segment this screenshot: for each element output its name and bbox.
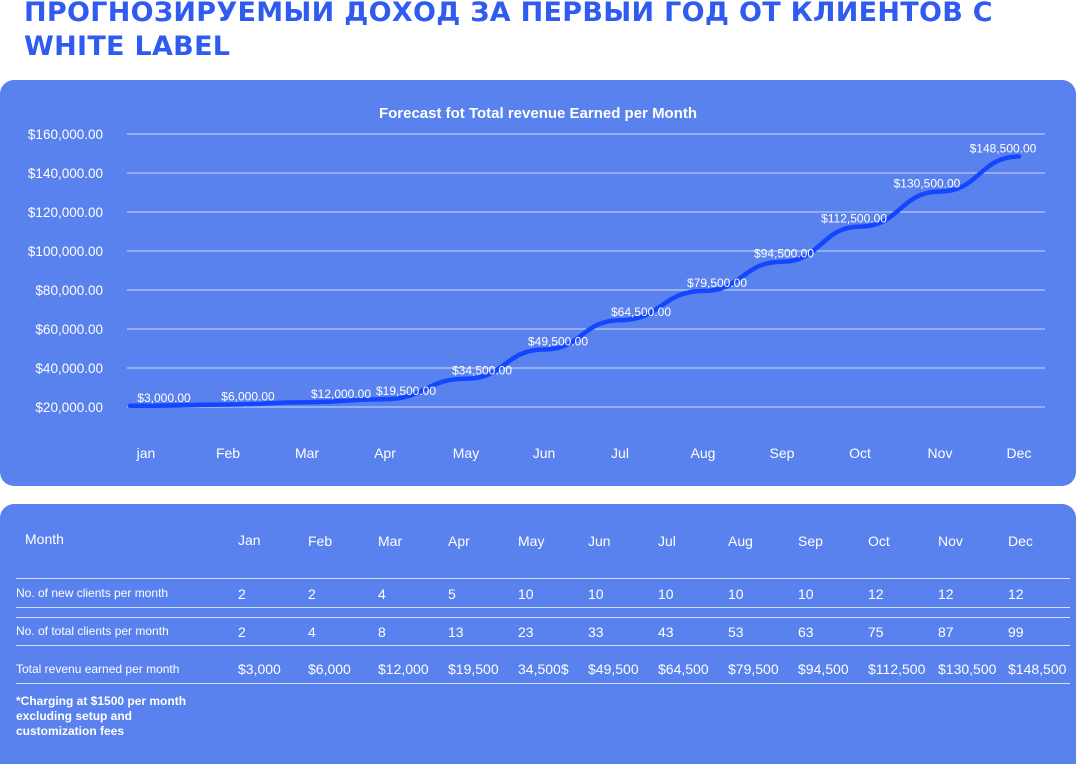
table-cell: 5 xyxy=(448,586,456,602)
x-tick-label: Feb xyxy=(216,445,240,461)
table-cell: 2 xyxy=(308,586,316,602)
month-header: Sep xyxy=(798,533,823,549)
table-cell: 33 xyxy=(588,624,604,640)
table-cell: 34,500$ xyxy=(518,661,569,677)
x-tick-label: Dec xyxy=(1007,445,1032,461)
x-tick-label: Sep xyxy=(770,445,795,461)
y-tick-label: $160,000.00 xyxy=(28,127,103,142)
table-cell: 12 xyxy=(1008,586,1024,602)
month-header: Apr xyxy=(448,533,470,549)
table-cell: 99 xyxy=(1008,624,1024,640)
table-cell: 87 xyxy=(938,624,954,640)
data-label: $94,500.00 xyxy=(754,247,814,261)
table-cell: $112,500 xyxy=(868,661,926,677)
y-tick-label: $140,000.00 xyxy=(28,166,103,181)
month-header: Jan xyxy=(238,532,261,548)
row-label: No. of new clients per month xyxy=(16,586,169,600)
month-header: Mar xyxy=(378,533,403,549)
table-rule xyxy=(16,607,1070,608)
table-cell: 10 xyxy=(658,586,674,602)
table-rule xyxy=(16,578,1070,579)
row-label: Total revenu earned per month xyxy=(16,662,180,676)
footnote: *Charging at $1500 per month excluding s… xyxy=(16,694,187,738)
revenue-line-chart: Forecast fot Total revenue Earned per Mo… xyxy=(28,105,1045,461)
x-tick-label: Jul xyxy=(611,445,629,461)
table-cell: $19,500 xyxy=(448,661,499,677)
table-cell: 10 xyxy=(588,586,604,602)
month-header: Jun xyxy=(588,533,611,549)
clients-revenue-table: *Charging at $1500 per month excluding s… xyxy=(0,504,1076,764)
table-cell: $3,000 xyxy=(238,661,281,677)
table-cell: 12 xyxy=(868,586,884,602)
table-cell: $49,500 xyxy=(588,661,639,677)
x-tick-label: Mar xyxy=(295,445,319,461)
table-cell: 4 xyxy=(378,586,386,602)
table-cell: $148,500 xyxy=(1008,661,1067,677)
table-cell: $12,000 xyxy=(378,661,429,677)
month-header: Dec xyxy=(1008,533,1033,549)
table-cell: 43 xyxy=(658,624,674,640)
table-rule xyxy=(16,645,1070,646)
table-cell: 8 xyxy=(378,624,386,640)
y-tick-label: $100,000.00 xyxy=(28,244,103,259)
x-tick-label: Nov xyxy=(928,445,953,461)
table-cell: 4 xyxy=(308,624,316,640)
data-label: $12,000.00 xyxy=(311,387,371,401)
chart-title: Forecast fot Total revenue Earned per Mo… xyxy=(379,105,697,122)
data-label: $19,500.00 xyxy=(376,384,436,398)
x-tick-label: Jun xyxy=(533,445,556,461)
revenue-series-line xyxy=(127,154,1022,409)
data-label: $49,500.00 xyxy=(528,334,588,348)
table-rule xyxy=(16,683,1070,684)
table-cell: 13 xyxy=(448,624,464,640)
page-title: ПРОГНОЗИРУЕМЫЙ ДОХОД ЗА ПЕРВЫЙ ГОД ОТ КЛ… xyxy=(24,0,993,62)
month-header: Jul xyxy=(658,533,676,549)
table-rule xyxy=(16,617,1070,618)
table-cell: 10 xyxy=(798,586,814,602)
month-header: Aug xyxy=(728,533,753,549)
table-cell: 23 xyxy=(518,624,534,640)
table-cell: $130,500 xyxy=(938,661,997,677)
y-tick-label: $80,000.00 xyxy=(35,283,103,298)
x-tick-label: Apr xyxy=(374,445,396,461)
x-tick-label: Oct xyxy=(849,445,871,461)
x-tick-label: jan xyxy=(136,445,156,461)
data-label: $34,500.00 xyxy=(452,364,512,378)
table-cell: $64,500 xyxy=(658,661,709,677)
x-tick-label: Aug xyxy=(691,445,716,461)
data-label: $130,500.00 xyxy=(894,177,961,191)
data-label: $79,500.00 xyxy=(687,276,747,290)
table-cell: $79,500 xyxy=(728,661,779,677)
table-cell: 2 xyxy=(238,624,246,640)
x-tick-label: May xyxy=(453,445,479,461)
table-cell: 75 xyxy=(868,624,884,640)
data-label: $6,000.00 xyxy=(221,390,275,404)
y-tick-label: $20,000.00 xyxy=(35,400,103,415)
month-header: Oct xyxy=(868,533,890,549)
month-header: May xyxy=(518,533,545,549)
data-label: $64,500.00 xyxy=(611,305,671,319)
data-label: $3,000.00 xyxy=(137,391,191,405)
table-cell: $94,500 xyxy=(798,661,849,677)
table-cell: 10 xyxy=(728,586,744,602)
data-label: $148,500.00 xyxy=(970,141,1037,155)
y-tick-label: $40,000.00 xyxy=(35,361,103,376)
table-cell: 12 xyxy=(938,586,954,602)
month-header: Nov xyxy=(938,533,963,549)
table-cell: 53 xyxy=(728,624,744,640)
table-cell: $6,000 xyxy=(308,661,351,677)
data-label: $112,500.00 xyxy=(821,212,887,226)
chart-card: Forecast fot Total revenue Earned per Mo… xyxy=(0,80,1076,486)
table-cell: 63 xyxy=(798,624,814,640)
y-tick-label: $120,000.00 xyxy=(28,205,103,220)
y-tick-label: $60,000.00 xyxy=(35,322,103,337)
row-label: No. of total clients per month xyxy=(16,624,169,638)
table-cell: 2 xyxy=(238,586,246,602)
table-cell: 10 xyxy=(518,586,534,602)
month-header: Feb xyxy=(308,533,333,549)
month-column-header: Month xyxy=(25,531,64,547)
